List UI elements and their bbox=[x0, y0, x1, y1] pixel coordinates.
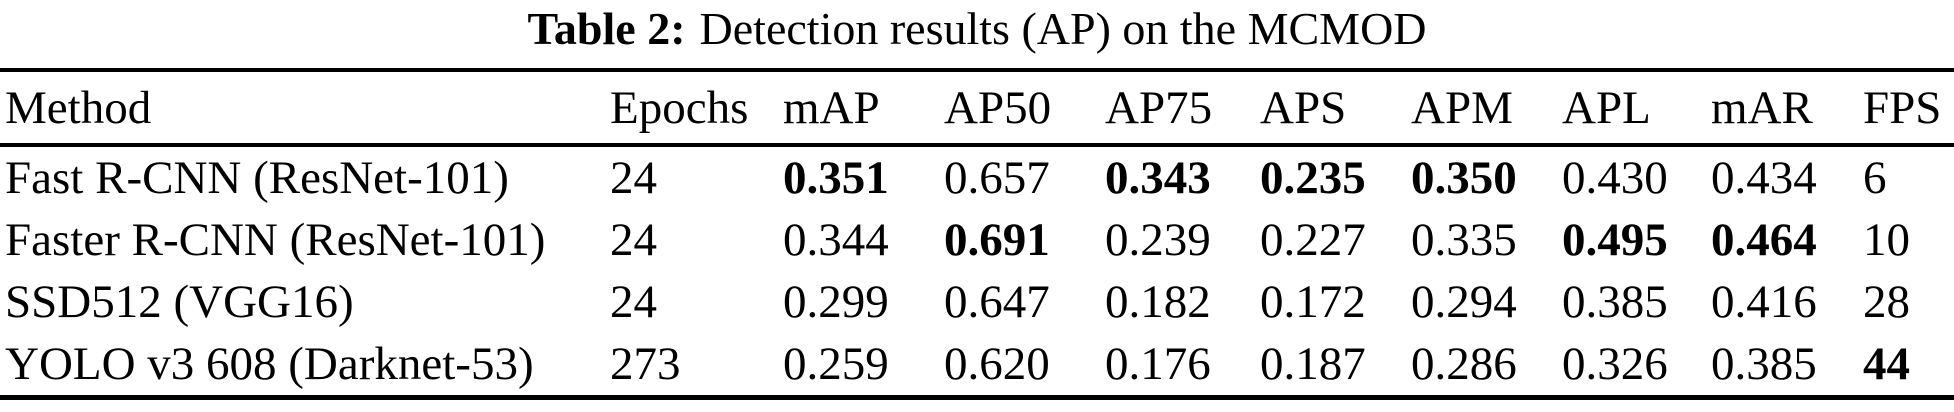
value-cell: 0.350 bbox=[1411, 152, 1517, 204]
value-cell: 0.691 bbox=[944, 214, 1050, 266]
value-cell: 24 bbox=[610, 214, 657, 266]
column-header-epochs: Epochs bbox=[610, 70, 783, 147]
value-cell: 0.172 bbox=[1260, 276, 1366, 328]
value-cell: 0.294 bbox=[1411, 276, 1517, 328]
table-caption: Table 2: Detection results (AP) on the MC… bbox=[0, 0, 1954, 56]
value-cell: 24 bbox=[610, 276, 657, 328]
column-header-ap75: AP75 bbox=[1105, 70, 1260, 147]
column-header-apl: APL bbox=[1562, 70, 1711, 147]
value-cell: 0.182 bbox=[1105, 276, 1211, 328]
table-row: YOLO v3 608 (Darknet-53) 273 0.259 0.620 0.1… bbox=[0, 333, 1954, 398]
value-cell: 0.464 bbox=[1711, 214, 1817, 266]
value-cell: 0.259 bbox=[783, 338, 889, 390]
value-cell: 0.176 bbox=[1105, 338, 1211, 390]
column-header-map: mAP bbox=[783, 70, 944, 147]
value-cell: 44 bbox=[1863, 338, 1910, 390]
value-cell: 0.286 bbox=[1411, 338, 1517, 390]
value-cell: 0.351 bbox=[783, 152, 889, 204]
table-row: SSD512 (VGG16) 24 0.299 0.647 0.182 0.172 0.29… bbox=[0, 271, 1954, 333]
value-cell: 0.344 bbox=[783, 214, 889, 266]
value-cell: 6 bbox=[1863, 152, 1887, 204]
table-row: Fast R-CNN (ResNet-101) 24 0.351 0.657 0.343… bbox=[0, 145, 1954, 209]
table-caption-label: Table 2: bbox=[527, 3, 686, 54]
value-cell: 0.657 bbox=[944, 152, 1050, 204]
value-cell: 0.385 bbox=[1711, 338, 1817, 390]
value-cell: 0.235 bbox=[1260, 152, 1366, 204]
value-cell: 0.430 bbox=[1562, 152, 1668, 204]
value-cell: 0.647 bbox=[944, 276, 1050, 328]
value-cell: 28 bbox=[1863, 276, 1910, 328]
method-cell: YOLO v3 608 (Darknet-53) bbox=[5, 338, 534, 390]
value-cell: 0.385 bbox=[1562, 276, 1668, 328]
column-header-aps: APS bbox=[1260, 70, 1411, 147]
method-cell: Faster R-CNN (ResNet-101) bbox=[5, 214, 546, 266]
method-cell: Fast R-CNN (ResNet-101) bbox=[5, 152, 509, 204]
method-cell: SSD512 (VGG16) bbox=[5, 276, 354, 328]
value-cell: 0.434 bbox=[1711, 152, 1817, 204]
value-cell: 0.187 bbox=[1260, 338, 1366, 390]
header-row: Method Epochs mAP AP50 AP75 APS APM APL … bbox=[0, 70, 1954, 147]
column-header-method: Method bbox=[0, 70, 610, 147]
value-cell: 0.239 bbox=[1105, 214, 1211, 266]
value-cell: 0.335 bbox=[1411, 214, 1517, 266]
value-cell: 0.620 bbox=[944, 338, 1050, 390]
table-row: Faster R-CNN (ResNet-101) 24 0.344 0.691 0.2… bbox=[0, 209, 1954, 271]
table-caption-text: Detection results (AP) on the MCMOD bbox=[699, 3, 1427, 54]
column-header-ap50: AP50 bbox=[944, 70, 1105, 147]
column-header-mar: mAR bbox=[1711, 70, 1863, 147]
value-cell: 0.227 bbox=[1260, 214, 1366, 266]
value-cell: 10 bbox=[1863, 214, 1910, 266]
value-cell: 0.326 bbox=[1562, 338, 1668, 390]
value-cell: 0.343 bbox=[1105, 152, 1211, 204]
column-header-fps: FPS bbox=[1863, 70, 1954, 147]
value-cell: 273 bbox=[610, 338, 681, 390]
table-body: Fast R-CNN (ResNet-101) 24 0.351 0.657 0.343… bbox=[0, 145, 1954, 398]
value-cell: 24 bbox=[610, 152, 657, 204]
detection-results-table: Method Epochs mAP AP50 AP75 APS APM APL … bbox=[0, 68, 1954, 400]
value-cell: 0.416 bbox=[1711, 276, 1817, 328]
value-cell: 0.495 bbox=[1562, 214, 1668, 266]
column-header-apm: APM bbox=[1411, 70, 1562, 147]
value-cell: 0.299 bbox=[783, 276, 889, 328]
